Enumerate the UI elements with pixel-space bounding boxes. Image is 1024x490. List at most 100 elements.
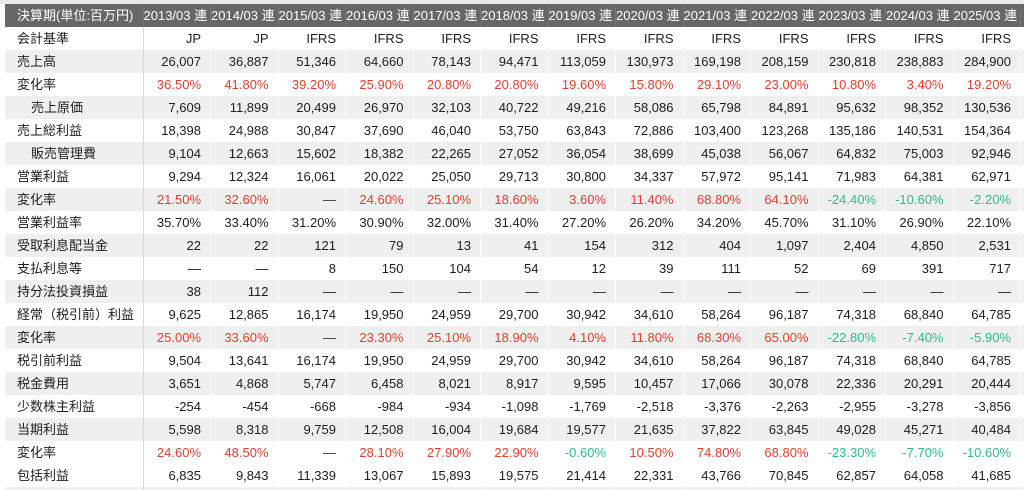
table-cell: 75,003 (885, 142, 954, 165)
table-cell-truncated (1020, 441, 1024, 464)
table-cell: — (345, 280, 414, 303)
table-cell: 24,959 (413, 349, 481, 372)
table-cell: 78,143 (413, 50, 481, 73)
table-cell: 22,336 (818, 372, 886, 395)
row-label: 売上原価 (5, 96, 144, 119)
table-cell: 33.60% (210, 326, 279, 349)
table-cell: 13 (413, 234, 481, 257)
table-row: 売上高 26,007 36,887 51,346 64,660 78,143 94,471 1… (5, 50, 1024, 73)
table-cell: 19,575 (480, 464, 549, 487)
table-cell: 29,700 (480, 349, 549, 372)
table-cell-truncated (1020, 119, 1024, 142)
table-cell: 64.10% (750, 188, 819, 211)
table-row: 支払利息等 — —8 150 104 54 12 39 111 52 69 391 717 (5, 257, 1024, 280)
table-cell: 3.40% (885, 73, 954, 96)
table-cell: 68.80% (750, 441, 819, 464)
table-cell: 64,381 (885, 165, 954, 188)
table-cell (143, 487, 211, 490)
table-row: 経常（税引前）利益 9,625 12,865 16,174 19,950 24,959 29… (5, 303, 1024, 326)
table-cell: 41.80% (210, 73, 279, 96)
table-cell: 31.20% (278, 211, 346, 234)
table-row: 営業利益率 35.70% 33.40% 31.20% 30.90% 32.00% 31.40… (5, 211, 1024, 234)
table-cell: 79 (345, 234, 414, 257)
table-row: 変化率 21.50% 32.60% —24.60% 25.10% 18.60% 3.60% 1… (5, 188, 1024, 211)
table-cell: 10.50% (615, 441, 684, 464)
table-cell: 58,264 (683, 303, 751, 326)
table-cell: 21.50% (143, 188, 211, 211)
table-cell: 5,598 (143, 418, 211, 441)
row-label: 経常（税引前）利益 (5, 303, 144, 326)
table-cell: 22.10% (953, 211, 1021, 234)
table-cell-truncated (1020, 326, 1024, 349)
table-cell: 31.10% (818, 211, 886, 234)
table-cell: 65,798 (683, 96, 751, 119)
table-cell: 24.60% (345, 188, 414, 211)
table-cell: 39.20% (278, 73, 346, 96)
table-row: 当期利益 5,598 8,318 9,759 12,508 16,004 19,684 19,… (5, 418, 1024, 441)
table-cell: 68.80% (683, 188, 751, 211)
table-cell: 238,883 (885, 50, 954, 73)
table-cell: 84,891 (750, 96, 819, 119)
table-cell: — (413, 280, 481, 303)
table-cell: 20.80% (480, 73, 549, 96)
table-cell: 130,973 (615, 50, 684, 73)
table-cell: 1,097 (750, 234, 819, 257)
table-cell: 43,766 (683, 464, 751, 487)
table-cell: 71,983 (818, 165, 886, 188)
table-cell: -7.70% (885, 441, 954, 464)
table-cell: 23.00% (750, 73, 819, 96)
table-cell: 2,404 (818, 234, 886, 257)
table-cell: 5,747 (278, 372, 346, 395)
table-cell: 38,699 (615, 142, 684, 165)
table-cell: 64,832 (818, 142, 886, 165)
table-cell: — (953, 280, 1021, 303)
table-cell (615, 487, 684, 490)
table-cell: 27,052 (480, 142, 549, 165)
header-row: 決算期(単位:百万円) 2013/03 連 2014/03 連 2015/03 連 20… (5, 4, 1024, 27)
table-cell: 19,684 (480, 418, 549, 441)
table-cell: 12,508 (345, 418, 414, 441)
table-cell: 30,942 (548, 303, 616, 326)
table-cell: 49,028 (818, 418, 886, 441)
table-cell: 19.60% (548, 73, 616, 96)
row-label: 少数株主利益 (5, 395, 144, 418)
table-cell: -1,098 (480, 395, 549, 418)
table-cell: 34,337 (615, 165, 684, 188)
table-cell: 4,850 (885, 234, 954, 257)
table-cell: 17,066 (683, 372, 751, 395)
table-cell: IFRS (480, 27, 549, 50)
table-row: 会計基準 JP JP IFRS IFRS IFRS IFRS IFRS IFRS IFRS IFRS… (5, 27, 1024, 50)
table-cell: 25.10% (413, 188, 481, 211)
table-cell: 28.10% (345, 441, 414, 464)
table-cell: 41,685 (953, 464, 1021, 487)
table-cell: -10.60% (885, 188, 954, 211)
table-cell: 30,078 (750, 372, 819, 395)
table-cell: 4.10% (548, 326, 616, 349)
table-cell: 12,324 (210, 165, 279, 188)
table-cell: 26.20% (615, 211, 684, 234)
table-cell: 32.60% (210, 188, 279, 211)
table-cell: IFRS (345, 27, 414, 50)
table-cell: -668 (278, 395, 346, 418)
table-cell-truncated (1020, 96, 1024, 119)
table-cell: 19,950 (345, 303, 414, 326)
table-cell: 51,346 (278, 50, 346, 73)
table-cell: 9,504 (143, 349, 211, 372)
table-cell: 36.50% (143, 73, 211, 96)
row-label: 変化率 (5, 441, 144, 464)
row-label: 包括利益 (5, 464, 144, 487)
table-cell: 284,900 (953, 50, 1021, 73)
column-header-year: 2013/03 連 (143, 4, 211, 27)
table-cell: IFRS (683, 27, 751, 50)
table-cell: 13,067 (345, 464, 414, 487)
table-cell: 18.60% (480, 188, 549, 211)
table-cell: 68,840 (885, 349, 954, 372)
table-cell: 45,038 (683, 142, 751, 165)
table-cell: 98,352 (885, 96, 954, 119)
table-cell: 6,835 (143, 464, 211, 487)
table-cell: -2.20% (953, 188, 1021, 211)
table-cell-truncated (1020, 395, 1024, 418)
table-cell: 96,187 (750, 303, 819, 326)
table-row: 包括利益 6,835 9,843 11,339 13,067 15,893 19,575 21… (5, 464, 1024, 487)
table-cell-truncated (1020, 50, 1024, 73)
